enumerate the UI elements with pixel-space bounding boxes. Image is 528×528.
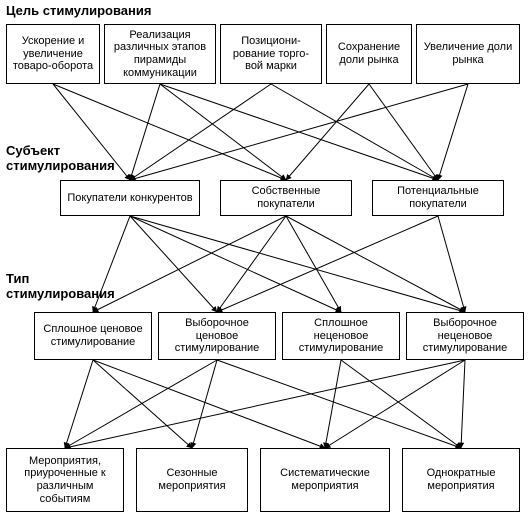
flow-edge [130,216,217,312]
flow-node: Собственные покупатели [220,180,352,216]
flow-edge [461,360,465,448]
flow-edge [286,216,341,312]
flow-edge [93,360,325,448]
flow-node: Сезонные мероприятия [136,448,248,512]
flow-node: Реализация различных этапов пирамиды ком… [104,24,216,84]
flow-edge [325,360,341,448]
flow-edge [192,360,217,448]
flow-node-label: Потенциальные покупатели [377,185,499,210]
flow-node: Позициони-рование торго-вой марки [220,24,322,84]
flow-edge [217,216,286,312]
flow-edge [325,360,465,448]
flow-node: Покупатели конкурентов [60,180,200,216]
flow-node: Выборочное ценовое стимулирование [158,312,276,360]
flow-edge [130,84,160,180]
flow-node: Однократные мероприятия [402,448,520,512]
section-heading: Субъект стимулирования [6,144,115,174]
flow-node: Сплошное неценовое стимулирование [282,312,400,360]
flow-node-label: Покупатели конкурентов [67,192,192,205]
flow-node-label: Сплошное ценовое стимулирование [39,323,147,348]
flow-edge [65,360,93,448]
flow-edge [160,84,438,180]
flow-edge [160,84,286,180]
flow-node-label: Выборочное ценовое стимулирование [163,317,271,355]
flow-node: Систематические мероприятия [260,448,390,512]
flow-edge [271,84,438,180]
flow-node-label: Сезонные мероприятия [141,467,243,492]
flow-node: Сохранение доли рынка [326,24,412,84]
flow-node-label: Ускорение и увеличение товаро-оборота [11,35,95,73]
flow-node: Увеличение доли рынка [416,24,520,84]
flow-edge [93,360,192,448]
flow-node-label: Собственные покупатели [225,185,347,210]
flow-node-label: Увеличение доли рынка [421,41,515,66]
flow-node: Сплошное ценовое стимулирование [34,312,152,360]
flow-node-label: Мероприятия, приуроченные к различным со… [11,455,119,506]
flow-edge [130,84,468,180]
flow-node-label: Однократные мероприятия [407,467,515,492]
flow-edge [438,216,465,312]
flow-edge [438,84,468,180]
flow-node-label: Реализация различных этапов пирамиды ком… [109,29,211,80]
flow-node: Мероприятия, приуроченные к различным со… [6,448,124,512]
flow-node-label: Выборочное неценовое стимулирование [411,317,519,355]
flow-edge [341,360,461,448]
flow-node: Выборочное неценовое стимулирование [406,312,524,360]
flow-node: Ускорение и увеличение товаро-оборота [6,24,100,84]
section-heading: Тип стимулирования [6,272,115,302]
flow-edge [65,360,465,448]
flow-edge [130,84,271,180]
flow-edge [65,360,217,448]
flow-edge [286,216,465,312]
flow-node-label: Систематические мероприятия [265,467,385,492]
flow-edge [286,84,369,180]
flow-edge [130,216,465,312]
flow-node: Потенциальные покупатели [372,180,504,216]
flow-edge [217,360,461,448]
flow-node-label: Сплошное неценовое стимулирование [287,317,395,355]
flow-edge [217,216,438,312]
flow-node-label: Позициони-рование торго-вой марки [225,35,317,73]
flow-edge [93,216,286,312]
flow-node-label: Сохранение доли рынка [331,41,407,66]
flow-edge [369,84,438,180]
flow-edge [130,216,341,312]
section-heading: Цель стимулирования [6,4,151,19]
